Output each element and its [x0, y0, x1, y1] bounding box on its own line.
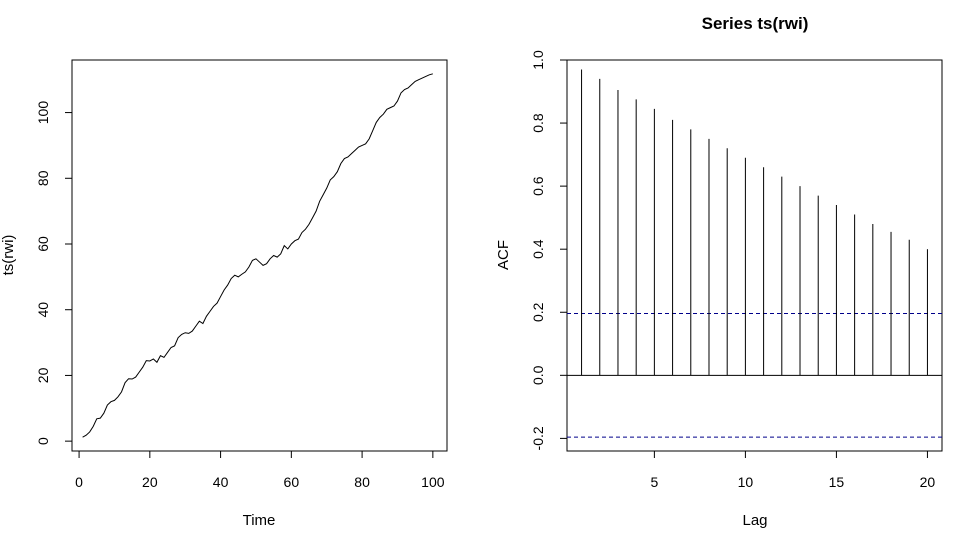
y-axis-title-left: ts(rwi) — [0, 235, 17, 276]
y-tick-label: 80 — [35, 170, 51, 186]
plot-title-right: Series ts(rwi) — [702, 14, 809, 33]
acf-plot: Series ts(rwi) 5 10 15 20 -0.2 0.0 0.2 0.4 0.6 0… — [495, 14, 943, 529]
y-axis-left: 0 20 40 60 80 100 — [35, 101, 73, 445]
y-tick-label: 40 — [35, 302, 51, 318]
x-tick-label: 100 — [421, 474, 445, 490]
time-series-plot: 0 20 40 60 80 100 0 20 40 60 80 100 Time ts(rwi) — [0, 59, 448, 529]
plot-box-right — [566, 59, 943, 452]
x-tick-label: 10 — [738, 474, 754, 490]
y-axis-right: -0.2 0.0 0.2 0.4 0.6 0.8 1.0 — [530, 50, 568, 450]
y-tick-label: -0.2 — [530, 426, 546, 450]
y-axis-title-right: ACF — [495, 240, 512, 270]
x-tick-label: 60 — [284, 474, 300, 490]
y-tick-label: 1.0 — [530, 50, 546, 70]
y-tick-label: 0.2 — [530, 302, 546, 322]
y-tick-label: 0.4 — [530, 239, 546, 259]
x-tick-label: 20 — [142, 474, 158, 490]
y-tick-label: 0.6 — [530, 176, 546, 196]
y-tick-label: 0.0 — [530, 365, 546, 385]
x-tick-label: 5 — [650, 474, 658, 490]
y-tick-label: 20 — [35, 367, 51, 383]
y-tick-label: 60 — [35, 236, 51, 252]
plot-box-left — [71, 59, 448, 452]
x-axis-title-left: Time — [243, 512, 276, 529]
y-tick-label: 0.8 — [530, 113, 546, 133]
y-tick-label: 100 — [35, 101, 51, 125]
x-tick-label: 0 — [75, 474, 83, 490]
x-tick-label: 20 — [920, 474, 936, 490]
x-tick-label: 80 — [354, 474, 370, 490]
x-axis-right: 5 10 15 20 — [650, 450, 936, 490]
y-tick-label: 0 — [35, 437, 51, 445]
series-line — [82, 73, 433, 438]
x-tick-label: 15 — [829, 474, 845, 490]
x-tick-label: 40 — [213, 474, 229, 490]
acf-bars — [581, 69, 928, 376]
x-axis-left: 0 20 40 60 80 100 — [75, 450, 445, 490]
x-axis-title-right: Lag — [742, 512, 767, 529]
